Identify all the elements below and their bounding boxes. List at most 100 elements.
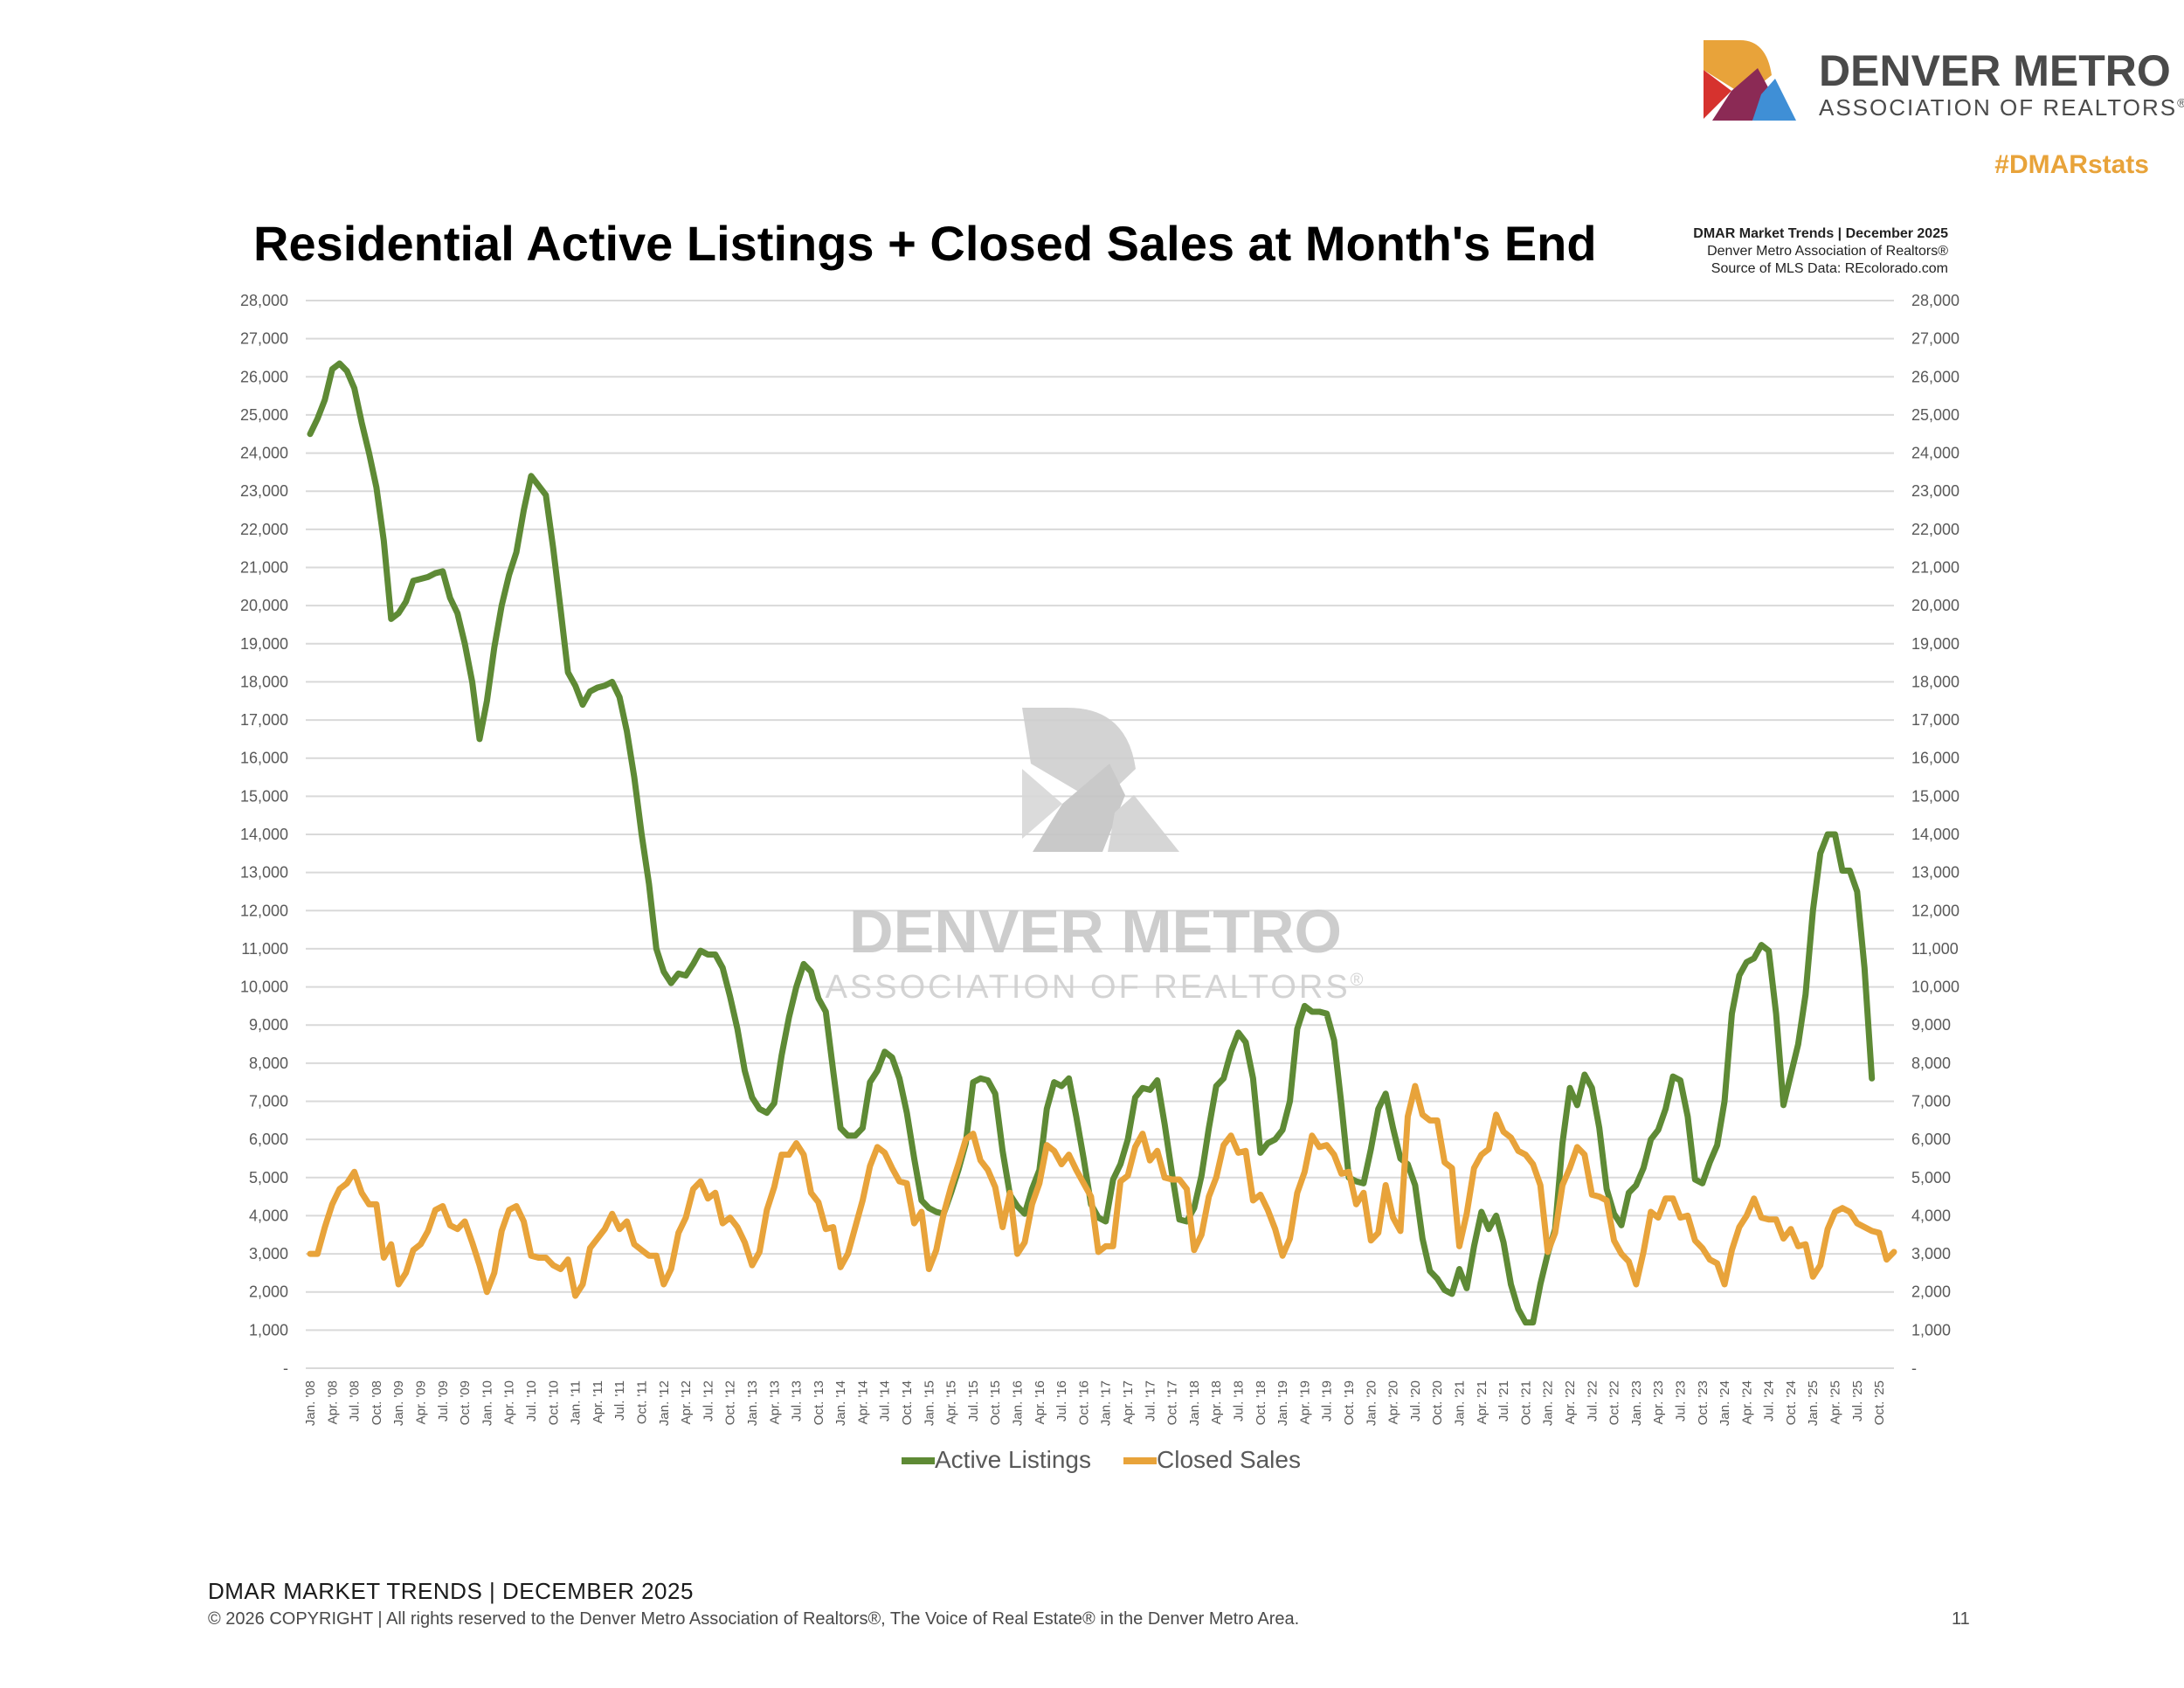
left-tick-label: 2,000: [249, 1283, 288, 1301]
closed-sales-line-point: [1177, 1176, 1183, 1182]
right-tick-label: 12,000: [1911, 902, 1959, 919]
active-listings-line-point: [491, 645, 497, 651]
left-tick-label: 23,000: [240, 482, 288, 500]
active-listings-line-point: [550, 545, 556, 551]
closed-sales-line-point: [1802, 1242, 1808, 1248]
x-tick-label: Jul. '08: [348, 1380, 363, 1422]
active-listings-line-point: [1073, 1113, 1079, 1119]
active-listings-line-point: [1655, 1127, 1662, 1133]
closed-sales-line-point: [321, 1224, 328, 1230]
active-listings-line-point: [1736, 972, 1742, 979]
left-tick-label: 15,000: [240, 787, 288, 805]
x-tick-label: Jan. '16: [1011, 1380, 1026, 1426]
x-tick-label: Jan. '19: [1275, 1380, 1290, 1426]
active-listings-line-point: [1825, 832, 1831, 838]
closed-sales-line-point: [985, 1167, 991, 1173]
x-tick-label: Jul. '14: [878, 1380, 893, 1422]
right-tick-label: 1,000: [1911, 1321, 1951, 1339]
closed-sales-line-point: [874, 1144, 881, 1150]
closed-sales-line-point: [978, 1158, 984, 1164]
closed-sales-line-point: [632, 1242, 638, 1248]
active-listings-line-point: [1081, 1155, 1087, 1161]
active-listings-line-point: [557, 606, 563, 612]
closed-sales-line-point: [1184, 1186, 1190, 1192]
closed-sales-line-point: [1280, 1253, 1286, 1259]
closed-sales-line-point: [815, 1200, 821, 1206]
active-listings-line-point: [735, 1026, 741, 1032]
right-tick-label: 10,000: [1911, 979, 1959, 996]
closed-sales-line-point: [1051, 1148, 1057, 1154]
active-listings-line-point: [602, 682, 608, 688]
active-listings-line-point: [1530, 1319, 1536, 1325]
active-listings-line-point: [609, 679, 615, 685]
active-listings-line-point: [808, 969, 814, 975]
closed-sales-line-point: [1596, 1193, 1602, 1200]
active-listings-line-point: [403, 598, 409, 605]
x-tick-label: Oct. '13: [812, 1380, 826, 1425]
closed-sales-line-point: [521, 1218, 527, 1224]
active-listings-line-point: [1456, 1266, 1462, 1272]
active-listings-line-point: [543, 492, 549, 498]
active-listings-line-point: [617, 694, 623, 700]
right-tick-label: 25,000: [1911, 406, 1959, 424]
left-tick-label: 19,000: [240, 635, 288, 653]
right-tick-label: 20,000: [1911, 597, 1959, 614]
closed-sales-line-point: [853, 1224, 859, 1230]
closed-sales-line-point: [970, 1131, 976, 1137]
active-listings-line-point: [432, 571, 439, 577]
x-tick-label: Jul. '09: [436, 1380, 451, 1422]
logo-title: DENVER METRO: [1819, 46, 2171, 95]
active-listings-line-point: [1766, 948, 1772, 954]
active-listings-line-point: [1294, 1026, 1300, 1032]
hashtag[interactable]: #DMARstats: [1994, 150, 2149, 179]
right-tick-label: 16,000: [1911, 750, 1959, 767]
right-tick-label: 27,000: [1911, 330, 1959, 348]
right-tick-label: 26,000: [1911, 368, 1959, 385]
closed-sales-line-point: [1832, 1209, 1838, 1215]
right-tick-label: 21,000: [1911, 559, 1959, 577]
closed-sales-line-point: [1854, 1221, 1860, 1227]
right-tick-label: 24,000: [1911, 445, 1959, 462]
active-listings-line-point: [786, 1014, 792, 1020]
closed-sales-line-point: [1287, 1235, 1293, 1242]
closed-sales-line-point: [462, 1218, 468, 1224]
closed-sales-line-point: [403, 1269, 409, 1276]
closed-sales-line-point: [388, 1242, 394, 1248]
active-listings-line-point: [587, 688, 593, 695]
chart-svg: DENVER METRO ASSOCIATION OF REALTORS® - 1…: [240, 292, 1959, 1473]
closed-sales-line-point: [1684, 1213, 1690, 1219]
x-tick-label: Jul. '24: [1762, 1380, 1777, 1422]
closed-sales-line-point: [639, 1247, 645, 1253]
x-tick-label: Oct. '16: [1076, 1380, 1091, 1425]
x-tick-label: Jan. '17: [1099, 1380, 1114, 1426]
closed-sales-line-point: [1427, 1117, 1433, 1124]
closed-sales-line-point: [381, 1255, 387, 1261]
closed-sales-line-point: [1206, 1193, 1212, 1200]
closed-sales-line-point: [1619, 1251, 1625, 1257]
watermark-right-shape: [1108, 795, 1179, 852]
x-tick-label: Apr. '11: [591, 1380, 605, 1423]
active-listings-line-point: [860, 1125, 866, 1131]
active-listings-line-point: [639, 832, 645, 838]
closed-sales-line-point: [660, 1281, 667, 1287]
active-listings-line-point: [1847, 868, 1853, 874]
closed-sales-line-point: [1869, 1228, 1875, 1234]
active-listings-line-point: [565, 669, 571, 675]
closed-sales-line-point: [646, 1253, 652, 1259]
active-listings-line-point: [1102, 1218, 1109, 1224]
active-listings-line-point: [476, 736, 482, 742]
closed-sales-line-point: [1662, 1195, 1669, 1201]
active-listings-line-point: [978, 1076, 984, 1082]
active-listings-line-point: [1287, 1098, 1293, 1104]
source-line-2: Denver Metro Association of Realtors®: [1707, 244, 1948, 259]
closed-sales-line-point: [1213, 1174, 1220, 1180]
closed-sales-line-point: [528, 1253, 534, 1259]
active-listings-line-point: [970, 1079, 976, 1085]
closed-sales-line-point: [359, 1190, 365, 1196]
active-listings-line-point: [1839, 868, 1845, 874]
x-tick-label: Oct. '21: [1518, 1380, 1533, 1425]
active-listings-line-point: [308, 431, 314, 437]
watermark-title: DENVER METRO: [849, 897, 1342, 965]
closed-sales-line-point: [1302, 1169, 1308, 1175]
active-listings-line-point: [1501, 1239, 1507, 1245]
